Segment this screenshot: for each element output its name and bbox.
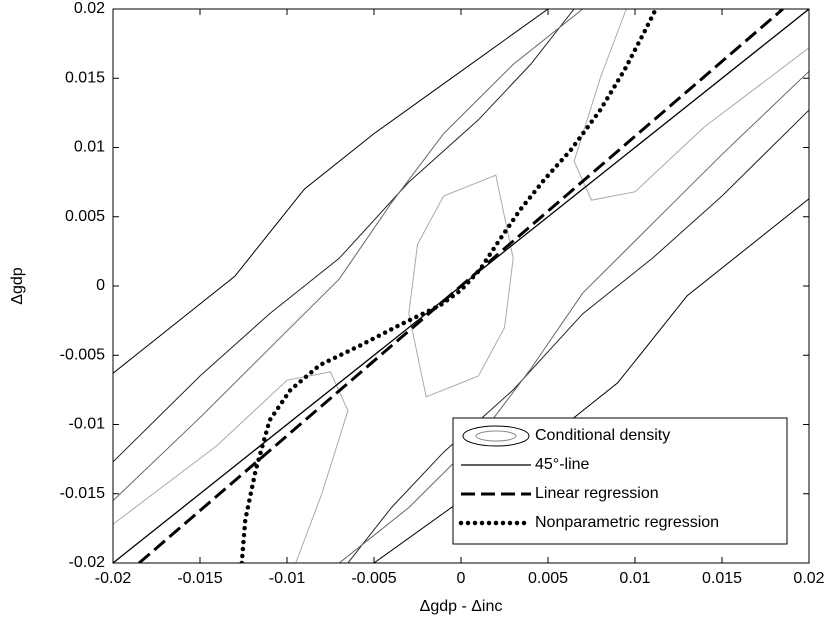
x-tick-label: 0.015 — [702, 570, 742, 587]
contour-line — [113, 9, 575, 463]
contour-line — [373, 198, 809, 563]
x-tick-label: -0.005 — [351, 570, 396, 587]
x-axis-label: Δgdp - Δinc — [420, 598, 503, 615]
contour-line — [573, 9, 809, 201]
y-tick-label: 0 — [96, 277, 105, 294]
y-tick-label: 0.005 — [65, 208, 105, 225]
legend-label: Linear regression — [535, 485, 659, 502]
legend-icon — [475, 430, 517, 442]
y-tick-label: 0.015 — [65, 69, 105, 86]
x-tick-label: -0.01 — [269, 570, 306, 587]
x-tick-label: 0 — [457, 570, 466, 587]
y-tick-label: -0.005 — [60, 346, 105, 363]
contour-line — [113, 9, 584, 502]
contour-line — [113, 9, 549, 374]
x-tick-label: 0.02 — [793, 570, 824, 587]
x-tick-label: -0.02 — [95, 570, 132, 587]
series-line — [239, 9, 659, 563]
legend-label: Nonparametric regression — [535, 514, 719, 531]
y-tick-label: -0.02 — [69, 554, 106, 571]
contour-line — [408, 174, 514, 398]
legend-label: 45°-line — [535, 456, 590, 473]
contour-line — [113, 371, 349, 563]
legend-icon — [462, 425, 530, 447]
plot-frame — [112, 8, 810, 564]
contour-line — [347, 109, 809, 563]
y-tick-label: 0.01 — [74, 139, 105, 156]
y-axis-label: Δgdp — [9, 267, 26, 304]
series-line — [138, 9, 784, 563]
y-tick-label: -0.015 — [60, 485, 105, 502]
y-tick-label: 0.02 — [74, 0, 105, 17]
contour-line — [338, 70, 809, 563]
x-tick-label: 0.005 — [528, 570, 568, 587]
legend-label: Conditional density — [535, 427, 670, 444]
x-tick-label: 0.01 — [619, 570, 650, 587]
x-tick-label: -0.015 — [177, 570, 222, 587]
y-tick-label: -0.01 — [69, 416, 106, 433]
